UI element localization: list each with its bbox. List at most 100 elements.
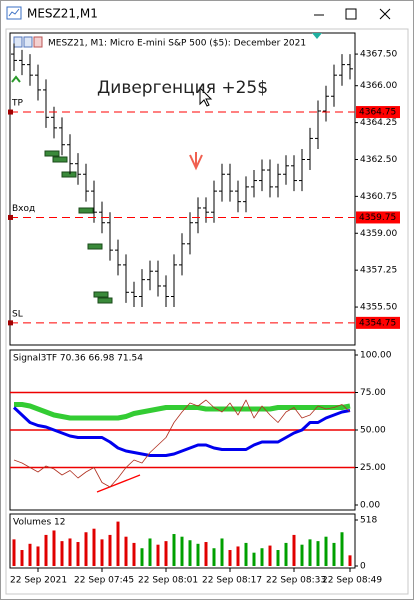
- volume-bar: [124, 536, 128, 566]
- y-tick-label: 4362.50: [360, 155, 397, 165]
- level-value: 4359.75: [359, 213, 396, 223]
- volume-bar: [36, 546, 40, 566]
- level-label: SL: [12, 309, 23, 319]
- trade-marker: [78, 207, 94, 214]
- volume-bar: [300, 544, 304, 566]
- x-tick-label: 22 Sep 08:33: [266, 576, 326, 586]
- volume-bar: [132, 542, 136, 566]
- volume-bar: [252, 552, 256, 566]
- divergence-line: [96, 474, 141, 493]
- level-handle: [8, 320, 13, 326]
- level-value: 4364.75: [359, 108, 396, 118]
- level-tag: [356, 316, 400, 329]
- volume-bar: [164, 541, 168, 566]
- pane-title: Volumes 12: [13, 518, 65, 528]
- volume-bar: [12, 539, 16, 566]
- volume-bar: [236, 546, 240, 566]
- volume-bar: [188, 540, 192, 566]
- trade-marker: [97, 297, 113, 304]
- level-tag: [356, 106, 400, 119]
- volume-bar: [68, 538, 72, 566]
- volume-bar: [84, 532, 88, 566]
- y-tick-label: 50.00: [360, 426, 386, 436]
- y-tick-label: 4355.50: [360, 303, 397, 313]
- volume-bar: [340, 532, 344, 566]
- level-tag: [356, 211, 400, 224]
- marker-arrow: [11, 75, 21, 83]
- annotation: Дивергенция +25$: [97, 78, 268, 98]
- y-tick-label: 4367.50: [360, 50, 397, 60]
- level-value: 4354.75: [359, 318, 396, 328]
- x-tick-label: 22 Sep 08:01: [138, 576, 198, 586]
- title-bar: MESZ21,M1: [6, 6, 391, 21]
- volume-bar: [348, 555, 352, 566]
- y-tick-label: 518: [360, 516, 377, 526]
- volume-bar: [28, 543, 32, 566]
- y-tick-label: 75.00: [360, 388, 386, 398]
- level-label: TP: [11, 99, 23, 109]
- trade-marker: [44, 150, 60, 157]
- y-tick-label: 4364.25: [360, 118, 397, 128]
- volume-bar: [308, 539, 312, 566]
- level-handle: [8, 109, 13, 115]
- level-handle: [8, 214, 13, 220]
- close-button[interactable]: [379, 8, 391, 20]
- volume-bar: [212, 548, 216, 566]
- volume-bar: [292, 534, 296, 566]
- y-tick-label: 4360.75: [360, 192, 397, 202]
- pane-title: MESZ21, M1: Micro E-mini S&P 500 ($5): D…: [48, 39, 306, 49]
- window-title: MESZ21,M1: [27, 7, 98, 21]
- volume-bar: [156, 544, 160, 566]
- indicator-line: [12, 406, 351, 457]
- volume-bar: [220, 538, 224, 566]
- y-tick-label: 4357.25: [360, 266, 397, 276]
- volume-bar: [196, 543, 200, 566]
- signal-arrow: [189, 152, 203, 171]
- volume-bar: [100, 539, 104, 566]
- volume-bar: [20, 550, 24, 566]
- volume-bar: [284, 542, 288, 566]
- trade-marker: [52, 156, 68, 163]
- volume-bar: [76, 542, 80, 566]
- icon: [33, 36, 43, 48]
- pane-icons: [13, 36, 43, 48]
- trade-marker: [93, 291, 109, 298]
- volume-bar: [332, 542, 336, 566]
- y-tick-label: 100.00: [360, 351, 392, 361]
- volume-bar: [316, 541, 320, 566]
- y-tick-label: 0: [360, 562, 366, 572]
- y-tick-label: 0.00: [360, 501, 380, 511]
- volume-bar: [116, 521, 120, 566]
- trade-markers: [44, 150, 113, 304]
- price-pane: [9, 32, 356, 346]
- volume-bar: [204, 542, 208, 566]
- volume-bar: [52, 530, 56, 566]
- maximize-button[interactable]: [345, 8, 357, 20]
- volume-bar: [172, 534, 176, 566]
- x-tick-label: 22 Sep 08:49: [322, 576, 382, 586]
- x-tick-label: 22 Sep 08:17: [202, 576, 262, 586]
- volume-bar: [260, 548, 264, 566]
- volume-bar: [92, 528, 96, 566]
- volume-bar: [180, 536, 184, 566]
- y-tick-label: 25.00: [360, 463, 386, 473]
- trade-marker: [87, 243, 103, 250]
- volume-bar: [108, 534, 112, 566]
- app-icon-line: [8, 8, 20, 17]
- indicator-line: [13, 399, 351, 488]
- icon: [13, 36, 23, 48]
- volume-bar: [140, 548, 144, 566]
- y-tick-label: 4359.00: [360, 229, 397, 239]
- volume-bar: [60, 541, 64, 566]
- volume-bar: [228, 550, 232, 566]
- y-tick-label: 4366.00: [360, 81, 397, 91]
- marker-triangle: [312, 33, 322, 39]
- volume-bar: [276, 550, 280, 566]
- volume-bar: [44, 534, 48, 566]
- volume-bar: [268, 545, 272, 566]
- pane-title: Signal3TF 70.36 66.98 71.54: [13, 354, 143, 364]
- x-tick-label: 22 Sep 07:45: [74, 576, 134, 586]
- volume-bar: [244, 542, 248, 566]
